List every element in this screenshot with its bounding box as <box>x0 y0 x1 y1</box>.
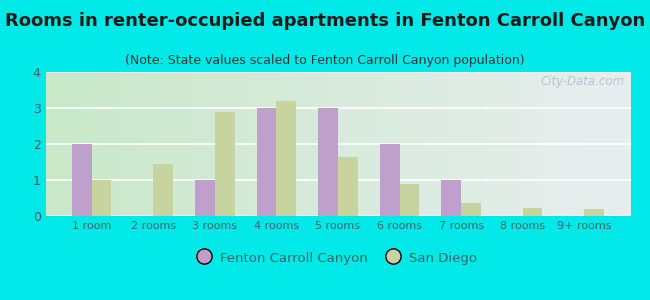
Bar <box>215 112 235 216</box>
Bar <box>195 180 215 216</box>
Bar <box>276 101 296 216</box>
Bar <box>92 180 112 216</box>
Text: City-Data.com: City-Data.com <box>541 75 625 88</box>
Bar <box>338 157 358 216</box>
Bar <box>153 164 173 216</box>
Bar <box>400 184 419 216</box>
Bar <box>318 108 338 216</box>
Bar <box>380 144 400 216</box>
Bar <box>72 144 92 216</box>
Bar <box>441 180 461 216</box>
Text: (Note: State values scaled to Fenton Carroll Canyon population): (Note: State values scaled to Fenton Car… <box>125 54 525 67</box>
Text: Rooms in renter-occupied apartments in Fenton Carroll Canyon: Rooms in renter-occupied apartments in F… <box>5 12 645 30</box>
Legend: Fenton Carroll Canyon, San Diego: Fenton Carroll Canyon, San Diego <box>194 246 482 270</box>
Bar <box>461 203 481 216</box>
Bar <box>523 208 542 216</box>
Bar <box>257 108 276 216</box>
Bar <box>584 209 604 216</box>
